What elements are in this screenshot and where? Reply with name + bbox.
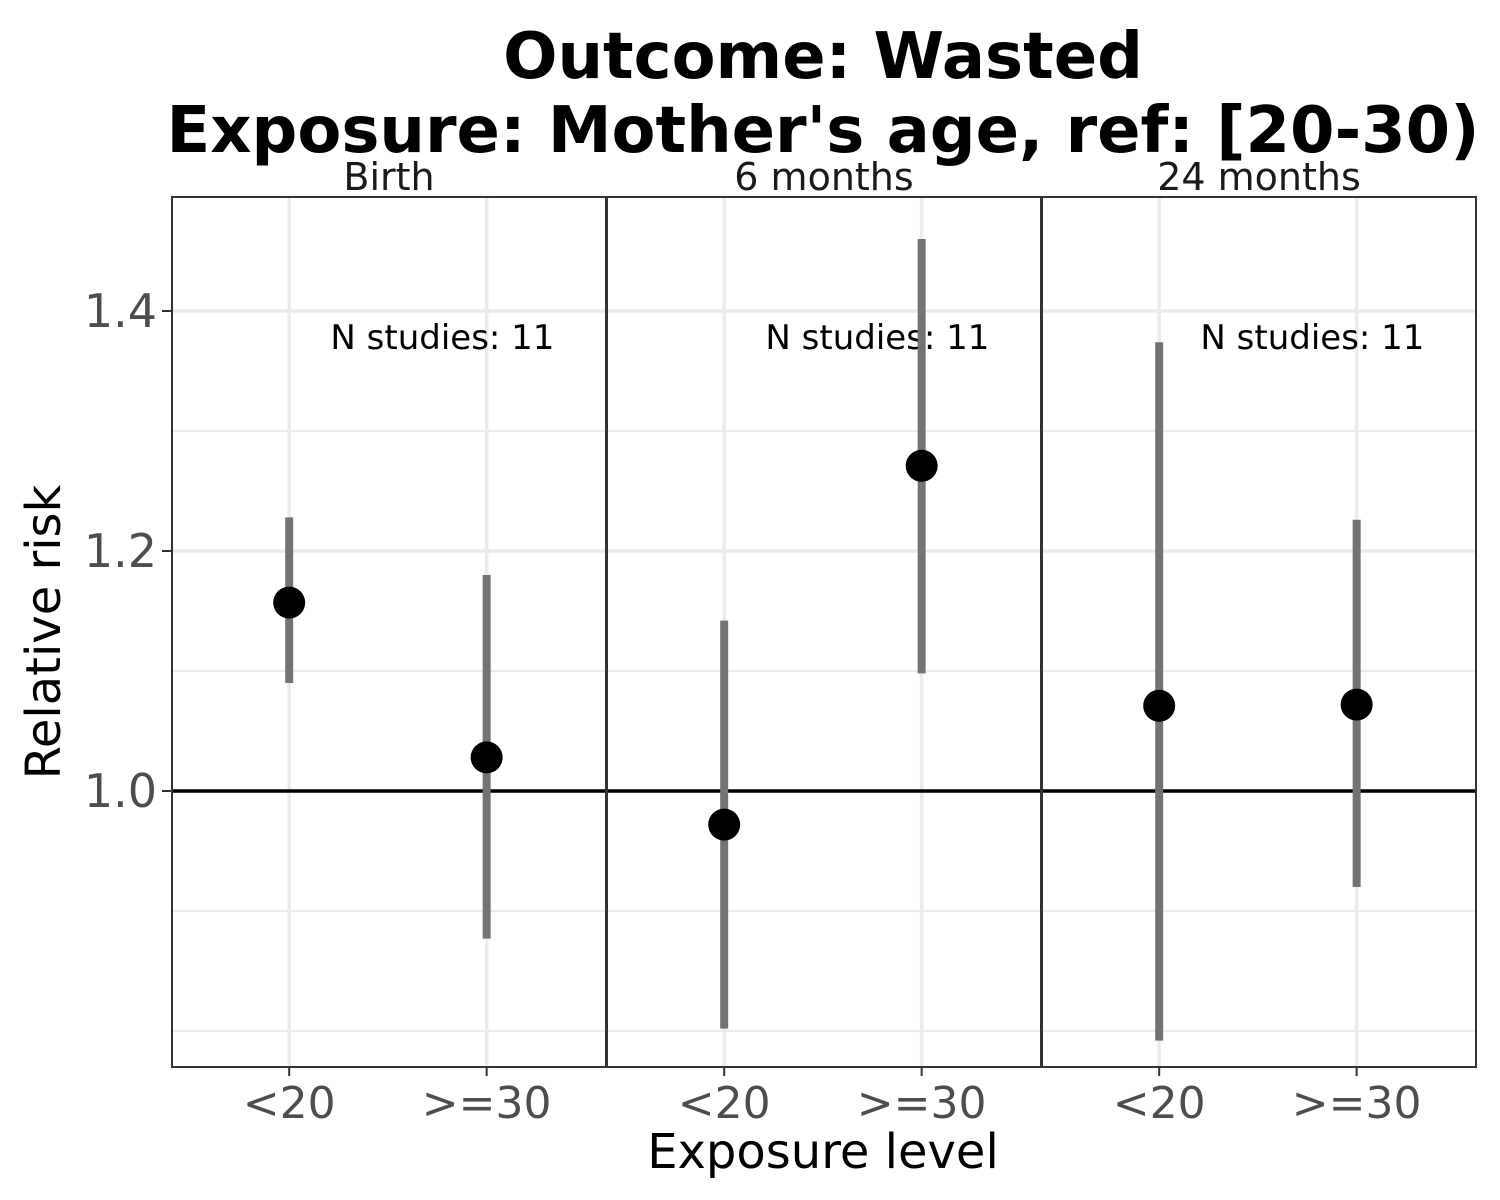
point-estimate [1143,689,1176,722]
facet-strip-label: 6 months [734,155,913,199]
y-tick-label: 1.0 [84,764,157,818]
plot-area: N studies: 11 Birth <20 >=30 N studies: 11 6 … [84,155,1477,1129]
facet-panel-0: N studies: 11 Birth <20 >=30 [171,155,607,1129]
point-estimate [470,741,503,774]
x-tick-label: <20 [243,1078,336,1129]
x-tick-label: >=30 [857,1078,987,1129]
y-tick-label: 1.2 [84,524,157,578]
y-tick-label: 1.4 [84,284,157,338]
x-tick-label: >=30 [1292,1078,1422,1129]
n-studies-annotation: N studies: 11 [765,318,989,358]
x-tick-label: <20 [1113,1078,1206,1129]
n-studies-annotation: N studies: 11 [330,318,554,358]
x-axis-title: Exposure level [647,1124,999,1180]
n-studies-annotation: N studies: 11 [1200,318,1424,358]
panel-border [1041,196,1477,1068]
panel-background [607,197,1041,1067]
chart-title-line-2: Exposure: Mother's age, ref: [20-30) [167,94,1480,168]
panel-background [1042,197,1476,1067]
chart-title-line-1: Outcome: Wasted [503,20,1143,94]
point-estimate [273,586,306,619]
x-tick-label: <20 [678,1078,771,1129]
facet-panel-1: N studies: 11 6 months <20 >=30 [606,155,1042,1129]
y-axis-title: Relative risk [16,484,72,779]
point-estimate [1340,688,1373,721]
point-estimate [905,449,938,482]
x-tick-label: >=30 [422,1078,552,1129]
facet-strip-label: Birth [343,155,434,199]
panel-background [172,197,606,1067]
facet-panel-2: N studies: 11 24 months <20 >=30 [1041,155,1477,1129]
point-estimate [708,808,741,841]
facet-strip-label: 24 months [1157,155,1361,199]
